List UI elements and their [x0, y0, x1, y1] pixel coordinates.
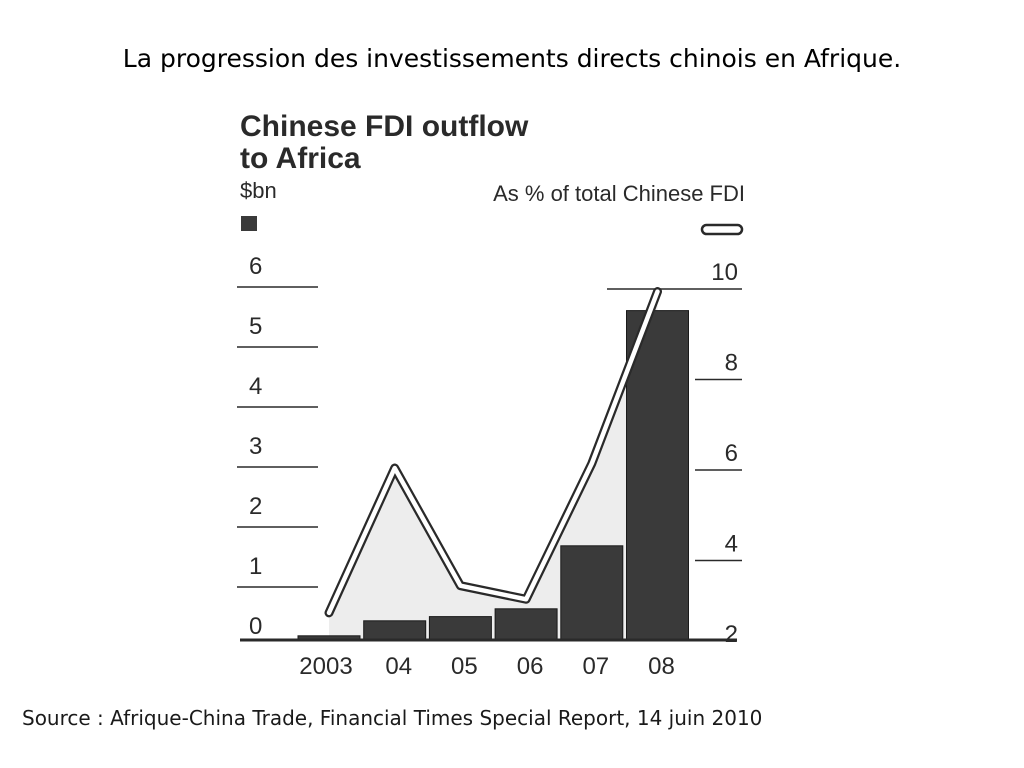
left-axis-unit: $bn	[240, 178, 277, 203]
right-tick-label-2: 2	[725, 621, 738, 648]
left-tick-label-6: 6	[249, 253, 262, 280]
bar-series	[297, 310, 689, 641]
right-tick-label-10: 10	[711, 259, 738, 286]
bar-07	[560, 545, 624, 641]
right-tick-label-6: 6	[725, 440, 738, 467]
x-axis: 2003 04 05 06 07 08	[299, 653, 675, 680]
left-tick-label-4: 4	[249, 373, 262, 400]
x-tick-label-06: 06	[517, 653, 544, 680]
bar-08	[626, 310, 689, 641]
left-tick-label-3: 3	[249, 433, 262, 460]
bar-06	[494, 608, 558, 641]
chart-title-line-2: to Africa	[240, 142, 361, 175]
x-tick-label-05: 05	[451, 653, 478, 680]
line-core	[326, 289, 660, 616]
left-tick-label-2: 2	[249, 493, 262, 520]
chart-title: Chinese FDI outflow to Africa	[240, 110, 529, 175]
bar-legend-key	[241, 216, 257, 231]
left-tick-label-0: 0	[249, 613, 262, 640]
right-tick-label-8: 8	[725, 350, 738, 377]
source-note: Source : Afrique-China Trade, Financial …	[22, 706, 763, 730]
right-tick-label-4: 4	[725, 531, 738, 558]
left-axis: 0 1 2 3 4 5 6	[237, 253, 318, 640]
right-axis-unit: As % of total Chinese FDI	[493, 181, 745, 206]
bar-04	[363, 620, 427, 641]
x-tick-label-04: 04	[385, 653, 412, 680]
slide-title: La progression des investissements direc…	[122, 44, 902, 73]
line-series	[324, 287, 662, 618]
bar-05	[428, 616, 492, 641]
left-tick-label-5: 5	[249, 313, 262, 340]
x-tick-label-08: 08	[648, 653, 675, 680]
chart-title-line-1: Chinese FDI outflow	[240, 110, 529, 143]
line-legend-key	[700, 223, 744, 236]
x-tick-label-2003: 2003	[299, 653, 352, 680]
x-tick-label-07: 07	[582, 653, 609, 680]
left-tick-label-1: 1	[249, 553, 262, 580]
